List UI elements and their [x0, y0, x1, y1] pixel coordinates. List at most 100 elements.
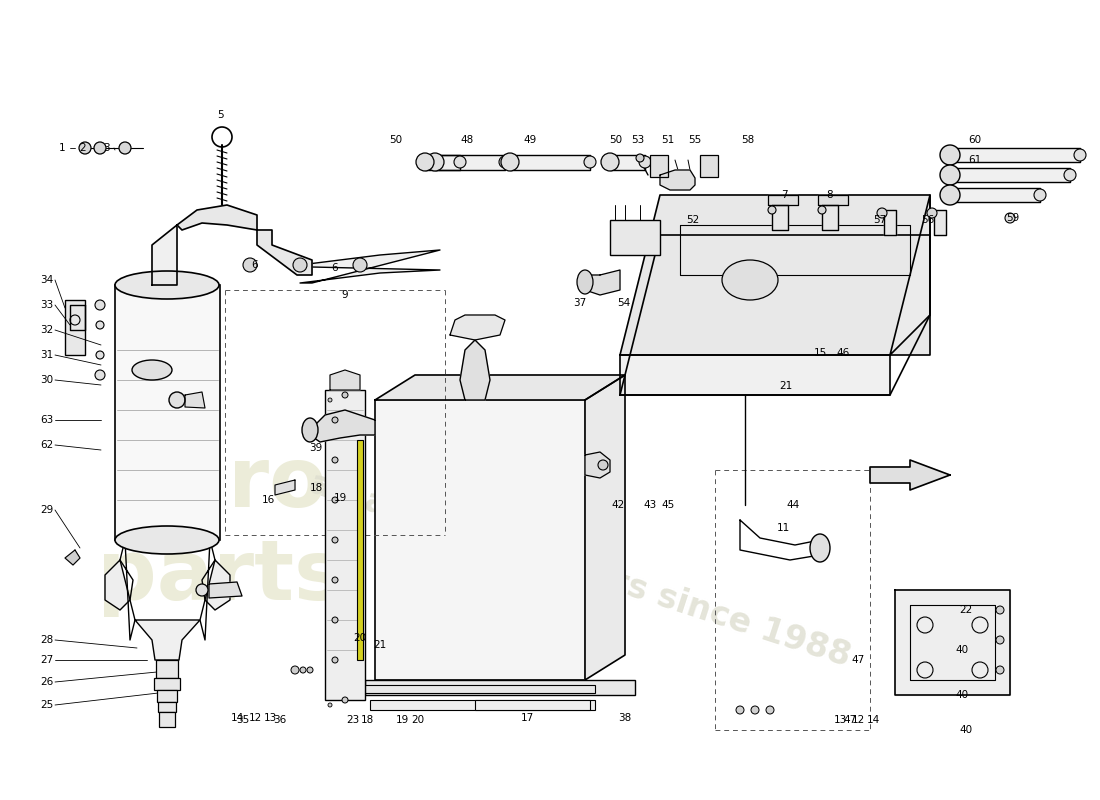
Circle shape — [243, 258, 257, 272]
Ellipse shape — [578, 270, 593, 294]
Circle shape — [96, 321, 104, 329]
Ellipse shape — [116, 526, 219, 554]
Polygon shape — [70, 305, 85, 330]
Bar — [700, 155, 718, 177]
Text: 8: 8 — [827, 190, 834, 200]
Circle shape — [1034, 189, 1046, 201]
Text: 34: 34 — [41, 275, 54, 285]
Circle shape — [940, 185, 960, 205]
Bar — [116, 285, 220, 540]
Text: 25: 25 — [41, 700, 54, 710]
Text: 2: 2 — [79, 143, 86, 153]
Text: 18: 18 — [361, 715, 374, 725]
Circle shape — [169, 392, 185, 408]
Text: 48: 48 — [461, 135, 474, 145]
Text: 30: 30 — [41, 375, 54, 385]
Text: 20: 20 — [411, 715, 425, 725]
Text: 47: 47 — [851, 655, 865, 665]
Circle shape — [927, 208, 937, 218]
Text: 20: 20 — [353, 633, 366, 643]
Circle shape — [996, 666, 1004, 674]
Ellipse shape — [132, 360, 172, 380]
Bar — [375, 400, 585, 680]
Text: 18: 18 — [309, 483, 322, 493]
Text: a passion for parts since 1988: a passion for parts since 1988 — [305, 466, 855, 674]
Text: 55: 55 — [689, 135, 702, 145]
Circle shape — [342, 697, 348, 703]
Text: 50: 50 — [389, 135, 403, 145]
Polygon shape — [620, 195, 930, 355]
Text: 58: 58 — [741, 135, 755, 145]
Polygon shape — [152, 225, 177, 285]
Text: 6: 6 — [332, 263, 339, 273]
Bar — [158, 702, 176, 712]
Text: 37: 37 — [573, 298, 586, 308]
Polygon shape — [934, 210, 946, 235]
Text: 56: 56 — [922, 215, 935, 225]
Text: 62: 62 — [41, 440, 54, 450]
Text: 9: 9 — [342, 290, 349, 300]
Circle shape — [426, 153, 444, 171]
Text: 13: 13 — [834, 715, 847, 725]
Bar — [475, 700, 590, 710]
Text: 36: 36 — [274, 715, 287, 725]
Polygon shape — [818, 195, 848, 205]
Circle shape — [416, 153, 434, 171]
Text: 47: 47 — [844, 715, 857, 725]
Text: 52: 52 — [686, 215, 700, 225]
Polygon shape — [585, 452, 611, 478]
Text: 5: 5 — [217, 110, 223, 120]
Polygon shape — [135, 620, 200, 660]
Text: 29: 29 — [41, 505, 54, 515]
Circle shape — [332, 497, 338, 503]
Polygon shape — [450, 315, 505, 340]
Text: 53: 53 — [631, 135, 645, 145]
Bar — [610, 220, 660, 255]
Text: 13: 13 — [263, 713, 276, 723]
Bar — [365, 680, 635, 695]
Polygon shape — [585, 375, 625, 680]
Polygon shape — [205, 560, 230, 610]
Circle shape — [1005, 213, 1015, 223]
Circle shape — [766, 706, 774, 714]
Circle shape — [996, 606, 1004, 614]
Text: 7: 7 — [781, 190, 788, 200]
Circle shape — [940, 165, 960, 185]
Polygon shape — [772, 205, 788, 230]
Circle shape — [353, 258, 367, 272]
Text: 21: 21 — [780, 381, 793, 391]
Circle shape — [94, 142, 106, 154]
Text: 61: 61 — [968, 155, 981, 165]
Polygon shape — [275, 480, 295, 495]
Circle shape — [598, 460, 608, 470]
Polygon shape — [768, 195, 798, 205]
Text: 40: 40 — [956, 690, 969, 700]
Circle shape — [499, 156, 512, 168]
Text: 40: 40 — [959, 725, 972, 735]
Circle shape — [293, 258, 307, 272]
Text: 22: 22 — [959, 605, 972, 615]
Bar — [358, 440, 363, 660]
Text: 54: 54 — [617, 298, 630, 308]
Bar — [324, 390, 365, 700]
Circle shape — [95, 300, 104, 310]
Text: 17: 17 — [520, 713, 534, 723]
Circle shape — [636, 154, 644, 162]
Circle shape — [1074, 149, 1086, 161]
Circle shape — [454, 156, 466, 168]
Text: 27: 27 — [41, 655, 54, 665]
Bar — [365, 685, 595, 693]
Bar — [65, 300, 85, 355]
Polygon shape — [890, 195, 930, 355]
Ellipse shape — [722, 260, 778, 300]
Circle shape — [307, 667, 314, 673]
Text: 46: 46 — [836, 348, 849, 358]
Circle shape — [332, 617, 338, 623]
Circle shape — [996, 636, 1004, 644]
Polygon shape — [300, 250, 440, 283]
Polygon shape — [375, 375, 625, 400]
Polygon shape — [585, 270, 620, 295]
Text: 19: 19 — [395, 715, 408, 725]
Text: 60: 60 — [968, 135, 981, 145]
Text: 26: 26 — [41, 677, 54, 687]
